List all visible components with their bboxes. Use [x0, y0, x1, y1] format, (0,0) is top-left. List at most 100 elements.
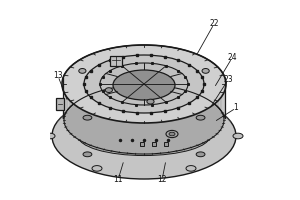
Polygon shape [221, 71, 222, 112]
Polygon shape [72, 97, 84, 109]
Polygon shape [142, 86, 146, 93]
Polygon shape [166, 87, 174, 95]
Ellipse shape [186, 166, 196, 171]
Polygon shape [138, 45, 142, 85]
FancyBboxPatch shape [110, 55, 122, 66]
Ellipse shape [84, 55, 204, 113]
Polygon shape [215, 105, 228, 119]
Polygon shape [63, 76, 64, 118]
Polygon shape [108, 48, 112, 89]
Polygon shape [150, 86, 156, 93]
Polygon shape [98, 51, 101, 92]
Ellipse shape [56, 94, 232, 178]
Polygon shape [219, 108, 232, 123]
Polygon shape [118, 87, 126, 95]
Ellipse shape [113, 70, 175, 100]
Ellipse shape [64, 86, 224, 154]
Polygon shape [211, 102, 224, 115]
Polygon shape [150, 45, 154, 85]
Ellipse shape [166, 130, 178, 138]
Polygon shape [83, 57, 86, 98]
Polygon shape [112, 47, 115, 88]
Polygon shape [162, 87, 169, 95]
Polygon shape [208, 59, 210, 101]
Polygon shape [94, 52, 98, 93]
Polygon shape [182, 90, 191, 99]
Polygon shape [184, 50, 187, 91]
Polygon shape [78, 59, 80, 101]
Ellipse shape [78, 116, 210, 156]
Polygon shape [64, 102, 77, 115]
Polygon shape [115, 47, 119, 87]
Text: 23: 23 [223, 75, 233, 84]
Polygon shape [146, 45, 150, 85]
Polygon shape [174, 88, 183, 97]
Polygon shape [224, 76, 225, 118]
Polygon shape [64, 72, 66, 114]
Polygon shape [216, 66, 218, 107]
Polygon shape [66, 71, 67, 112]
Polygon shape [187, 51, 190, 92]
Polygon shape [209, 100, 221, 113]
Polygon shape [97, 90, 106, 99]
Polygon shape [123, 46, 127, 86]
Polygon shape [114, 87, 122, 95]
Polygon shape [169, 47, 173, 87]
Polygon shape [190, 52, 194, 93]
Polygon shape [202, 57, 205, 98]
Polygon shape [214, 103, 226, 117]
Polygon shape [86, 55, 88, 97]
Polygon shape [195, 94, 206, 104]
Polygon shape [142, 45, 146, 85]
Ellipse shape [113, 71, 175, 101]
Ellipse shape [105, 88, 112, 93]
Polygon shape [134, 45, 138, 85]
Polygon shape [127, 46, 130, 86]
Ellipse shape [79, 68, 86, 73]
Polygon shape [158, 87, 165, 94]
Ellipse shape [92, 166, 102, 171]
Polygon shape [137, 86, 142, 93]
Polygon shape [196, 54, 200, 95]
Polygon shape [69, 99, 82, 111]
Polygon shape [60, 105, 73, 119]
Text: 12: 12 [157, 176, 167, 184]
Polygon shape [154, 45, 158, 86]
Polygon shape [173, 47, 176, 88]
Polygon shape [154, 86, 161, 94]
Ellipse shape [100, 63, 188, 105]
Ellipse shape [147, 99, 154, 104]
Polygon shape [178, 89, 187, 98]
Polygon shape [101, 50, 104, 91]
Polygon shape [192, 93, 203, 103]
Polygon shape [180, 49, 184, 90]
Polygon shape [194, 53, 196, 94]
Polygon shape [212, 62, 214, 104]
Polygon shape [165, 46, 169, 87]
Polygon shape [204, 97, 216, 109]
FancyBboxPatch shape [152, 142, 156, 146]
Polygon shape [188, 92, 199, 102]
Polygon shape [161, 46, 165, 86]
Text: 24: 24 [227, 53, 237, 62]
Polygon shape [146, 86, 151, 93]
Polygon shape [72, 64, 74, 106]
Polygon shape [119, 46, 123, 87]
Polygon shape [93, 91, 103, 100]
Polygon shape [78, 95, 90, 106]
Polygon shape [206, 99, 219, 111]
Polygon shape [158, 46, 161, 86]
Polygon shape [132, 86, 138, 93]
Polygon shape [176, 48, 180, 89]
Polygon shape [170, 88, 178, 96]
Ellipse shape [233, 133, 243, 139]
Text: 22: 22 [209, 20, 219, 28]
Polygon shape [89, 92, 100, 102]
Polygon shape [56, 108, 69, 123]
Ellipse shape [92, 101, 102, 106]
Ellipse shape [52, 93, 236, 179]
Ellipse shape [83, 152, 92, 157]
Polygon shape [130, 45, 134, 86]
Polygon shape [220, 69, 221, 111]
Polygon shape [85, 93, 96, 103]
